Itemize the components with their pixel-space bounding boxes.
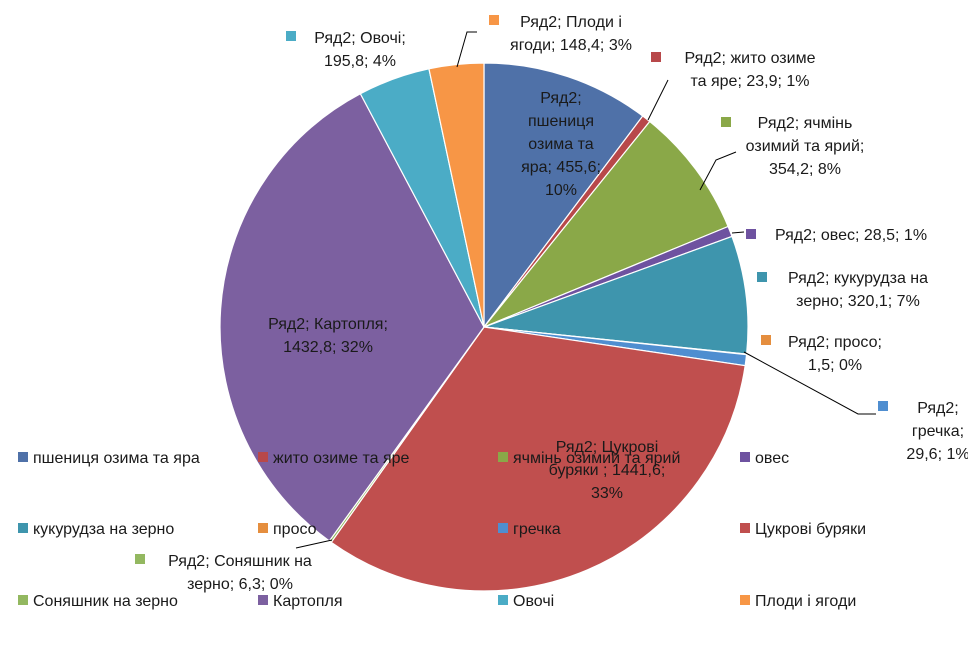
legend-swatch-8 (740, 523, 750, 533)
data-label-10: Ряд2; Картопля; 1432,8; 32% (268, 316, 388, 356)
data-label-swatch-11 (286, 31, 296, 41)
legend-swatch-7 (498, 523, 508, 533)
data-label-6: Ряд2; просо; 1,5; 0% (788, 334, 882, 374)
data-label-swatch-9 (135, 554, 145, 564)
legend-entry-1: пшениця озима та яра (33, 450, 200, 467)
legend-swatch-5 (18, 523, 28, 533)
legend-swatch-1 (18, 452, 28, 462)
data-label-3: Ряд2; ячмінь озимий та ярий; 354,2; 8% (746, 115, 865, 178)
data-label-8: Ряд2; Цукрові буряки ; 1441,6; 33% (549, 439, 666, 502)
data-label-12: Ряд2; Плоди і ягоди; 148,4; 3% (510, 14, 632, 54)
leader-lines (295, 31, 876, 549)
legend-swatch-12 (740, 595, 750, 605)
data-label-swatch-3 (721, 117, 731, 127)
data-label-swatch-4 (746, 229, 756, 239)
pie-slices (219, 62, 749, 592)
leader-line-7 (743, 351, 876, 415)
legend-entry-5: кукурудза на зерно (33, 521, 174, 538)
legend: пшениця озима та яра жито озиме та яре ячм… (18, 450, 866, 610)
legend-entry-4: овес (755, 450, 789, 467)
data-labels: Ряд2; пшениця озима та яра; 455,6; 10% Ряд2; … (135, 14, 968, 593)
data-label-swatch-2 (651, 52, 661, 62)
data-label-11: Ряд2; Овочі; 195,8; 4% (314, 30, 406, 70)
data-label-4: Ряд2; овес; 28,5; 1% (775, 227, 927, 244)
slice-5 (483, 235, 749, 355)
leader-line-12 (456, 31, 477, 68)
legend-swatch-6 (258, 523, 268, 533)
slice-1 (483, 62, 644, 329)
data-label-swatch-6 (761, 335, 771, 345)
leader-line-2 (647, 79, 669, 121)
slice-12 (428, 62, 485, 328)
legend-entry-8: Цукрові буряки (755, 521, 866, 538)
legend-swatch-3 (498, 452, 508, 462)
slice-10 (219, 92, 485, 542)
data-label-swatch-7 (878, 401, 888, 411)
data-label-5: Ряд2; кукурудза на зерно; 320,1; 7% (788, 270, 928, 310)
legend-swatch-9 (18, 595, 28, 605)
legend-entry-9: Соняшник на зерно (33, 593, 178, 610)
data-label-2: Ряд2; жито озиме та яре; 23,9; 1% (685, 50, 816, 90)
data-label-swatch-12 (489, 15, 499, 25)
legend-entry-12: Плоди і ягоди (755, 593, 856, 610)
data-label-9: Ряд2; Соняшник на зерно; 6,3; 0% (168, 553, 312, 593)
legend-entry-10: Картопля (273, 593, 342, 610)
leader-line-4 (731, 231, 745, 234)
data-label-swatch-5 (757, 272, 767, 282)
slice-3 (483, 120, 729, 328)
legend-swatch-10 (258, 595, 268, 605)
legend-entry-3: ячмінь озимий та ярий (513, 450, 680, 467)
slice-8 (330, 326, 746, 592)
legend-entry-11: Овочі (513, 593, 554, 610)
legend-swatch-4 (740, 452, 750, 462)
data-label-1: Ряд2; пшениця озима та яра; 455,6; 10% (521, 90, 601, 199)
legend-entry-6: просо (273, 521, 317, 538)
legend-swatch-2 (258, 452, 268, 462)
legend-swatch-11 (498, 595, 508, 605)
data-label-7: Ряд2; гречка; 29,6; 1% (906, 400, 968, 463)
leader-line-9 (295, 539, 333, 549)
leader-line-3 (699, 151, 737, 191)
legend-entry-2: жито озиме та яре (273, 450, 410, 467)
legend-entry-7: гречка (513, 521, 561, 538)
